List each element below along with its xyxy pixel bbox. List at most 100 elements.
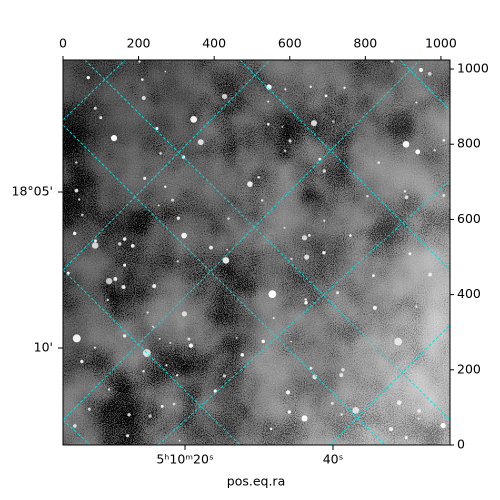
star (288, 139, 292, 143)
stars (66, 60, 446, 442)
star (78, 198, 81, 201)
star (419, 67, 424, 72)
star (330, 401, 334, 405)
star (209, 245, 213, 250)
star (433, 149, 436, 152)
star (158, 337, 161, 340)
star (118, 242, 122, 246)
star (322, 250, 326, 255)
star (130, 243, 135, 248)
star (408, 252, 412, 256)
star (164, 70, 167, 73)
star (341, 368, 345, 372)
star (284, 88, 287, 91)
star (366, 194, 369, 198)
star (304, 254, 310, 260)
grid-line (157, 179, 450, 445)
y-tick-label: 1000 (457, 61, 489, 76)
star (340, 413, 343, 416)
star (343, 86, 346, 89)
star (272, 317, 275, 320)
grid-line (399, 60, 450, 111)
star (222, 257, 230, 264)
star (372, 274, 375, 277)
y-tick-label: 800 (457, 136, 481, 151)
star (417, 409, 421, 413)
star (122, 237, 127, 241)
star (304, 298, 308, 301)
star (261, 339, 265, 344)
star (181, 232, 187, 239)
star (427, 72, 432, 76)
star (415, 101, 418, 104)
star (99, 116, 103, 120)
star (142, 370, 145, 373)
star (127, 413, 131, 417)
y-tick-label: 400 (457, 286, 481, 301)
star (172, 402, 176, 406)
grid-line (63, 60, 271, 271)
star (283, 226, 286, 229)
star (312, 374, 318, 380)
star (93, 106, 97, 110)
star (281, 126, 284, 128)
y-tick-label: 600 (457, 211, 481, 226)
star (141, 78, 144, 81)
star (377, 161, 381, 164)
star (415, 149, 421, 155)
x-tick-label: 400 (202, 36, 226, 51)
star (227, 217, 230, 220)
star (72, 231, 77, 236)
coordinate-grid (63, 60, 450, 445)
sky-image (63, 60, 450, 445)
star (160, 404, 164, 408)
star (415, 305, 418, 308)
star (94, 239, 97, 243)
star (74, 188, 79, 193)
star (105, 277, 113, 285)
star (123, 263, 127, 267)
x-tick-label: 0 (59, 36, 67, 51)
star (226, 248, 228, 251)
star (308, 234, 311, 237)
star (169, 341, 172, 345)
star (304, 301, 308, 305)
x-axis-label: pos.eq.ra (227, 474, 285, 489)
star (155, 126, 159, 130)
star (389, 427, 394, 432)
star (93, 346, 96, 349)
star (404, 436, 408, 440)
star (286, 390, 291, 395)
star (197, 139, 204, 145)
star (148, 414, 152, 418)
star (336, 291, 340, 295)
star (309, 366, 313, 370)
star (146, 311, 149, 314)
star (440, 422, 446, 429)
star (322, 169, 326, 173)
star (442, 138, 446, 142)
star (187, 337, 191, 341)
star (402, 140, 410, 148)
star (87, 407, 91, 411)
star (267, 123, 270, 126)
star (287, 410, 292, 414)
star (72, 334, 81, 343)
grid-line (63, 60, 421, 421)
star (221, 93, 228, 100)
star (181, 311, 188, 317)
star (428, 272, 432, 277)
star (257, 176, 260, 179)
star (394, 337, 403, 346)
star (213, 389, 217, 393)
star (260, 199, 264, 202)
star (157, 204, 160, 207)
star (332, 120, 335, 123)
ra-tick-label: 40ˢ (323, 452, 344, 467)
dec-tick-label: 18°05' (12, 184, 54, 199)
star (188, 343, 194, 348)
star (309, 85, 313, 89)
star (310, 120, 317, 127)
star (110, 134, 118, 142)
